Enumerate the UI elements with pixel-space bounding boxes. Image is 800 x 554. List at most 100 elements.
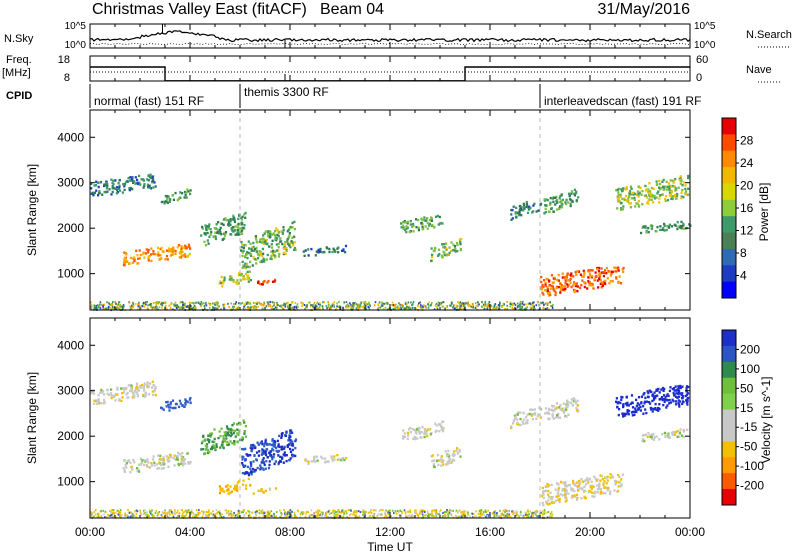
power-region-3 <box>200 211 247 247</box>
xtick-label-1: 04:00 <box>175 525 205 539</box>
noise-trace <box>89 24 691 48</box>
ytick-label-3000: 3000 <box>57 176 84 190</box>
cbar-cell-10 <box>722 281 736 299</box>
power-region-9 <box>430 237 463 263</box>
power-y-axis: 1000 2000 3000 4000 <box>57 130 690 281</box>
cbar-cell-5 <box>722 199 736 217</box>
noise-right-tick-top: 10^5 <box>694 21 716 32</box>
cbar-tick-3: 16 <box>740 201 754 215</box>
cbar-cell-0 <box>722 118 736 135</box>
power-region-13 <box>615 174 690 211</box>
cbar-cell-6 <box>722 216 736 234</box>
power-region-10 <box>510 200 543 221</box>
freq-left-tick-bottom: 8 <box>64 72 70 84</box>
cbar-cell-9 <box>722 265 736 283</box>
cbar-cell-1 <box>722 134 736 152</box>
cbar-cell-2 <box>722 150 736 168</box>
cbar-tick-6: 4 <box>740 269 747 283</box>
cpid-segment-2: themis 3300 RF <box>244 85 329 99</box>
cbar-tick-6: -100 <box>740 459 764 473</box>
cbar-tick-5: 8 <box>740 246 747 260</box>
cbar-cell-7 <box>722 232 736 250</box>
vel-region-11 <box>544 397 580 421</box>
freq-right-tick-top: 60 <box>696 54 708 66</box>
vel-region-8 <box>402 420 445 441</box>
xtick-label-6: 00:00 <box>675 525 705 539</box>
cbar-tick-7: -200 <box>740 479 764 493</box>
xtick-label-3: 12:00 <box>375 525 405 539</box>
power-region-14 <box>640 220 692 235</box>
cbar-cell-3 <box>722 167 736 184</box>
cbar-tick-4: -15 <box>740 420 758 434</box>
vel-region-10 <box>510 406 543 430</box>
cbar-cell-4 <box>722 183 736 201</box>
cbar-tick-2: 20 <box>740 179 754 193</box>
power-region-2 <box>160 188 192 205</box>
xtick-label-0: 00:00 <box>75 525 105 539</box>
cbar-tick-0: 28 <box>740 134 754 148</box>
velocity-ylabel: Slant Range [km] <box>25 372 39 464</box>
cbar-tick-2: 50 <box>740 381 754 395</box>
cbar-cell-8 <box>722 457 736 474</box>
cbar-cell-5 <box>722 409 736 426</box>
power-ylabel: Slant Range [km] <box>25 164 39 256</box>
cbar-tick-1: 100 <box>740 362 760 376</box>
ytick-label-2000: 2000 <box>57 221 84 235</box>
vel-near-range-band <box>90 508 554 520</box>
noise-sky-line <box>89 30 691 43</box>
cbar-cell-0 <box>722 330 736 347</box>
velocity-panel-data <box>90 380 690 520</box>
xtick-label-5: 20:00 <box>575 525 605 539</box>
time-axis: 00:00 04:00 08:00 12:00 16:00 20:00 00:00 <box>75 24 705 539</box>
freq-left-label-2: [MHz] <box>2 67 31 79</box>
freq-left-tick-top: 18 <box>58 54 70 66</box>
vel-region-7 <box>304 454 348 466</box>
cbar-cell-10 <box>722 489 736 506</box>
plot-title: Christmas Valley East (fitACF) <box>92 1 307 18</box>
date-label: 31/May/2016 <box>597 1 690 18</box>
vel-region-4 <box>218 477 252 495</box>
noise-right-tick-bottom: 10^0 <box>694 40 716 51</box>
velocity-colorbar: 200 100 50 15 -15 -50 -100 -200 <box>721 329 764 506</box>
noise-right-label: N.Search <box>746 29 792 41</box>
cbar-tick-0: 200 <box>740 342 760 356</box>
cbar-cell-4 <box>722 393 736 411</box>
vel-region-14 <box>641 428 689 443</box>
ytick-label-4000: 4000 <box>57 338 84 352</box>
cbar-cell-9 <box>722 473 736 490</box>
cpid-segment-1: normal (fast) 151 RF <box>94 94 204 108</box>
vel-region-3 <box>200 419 247 456</box>
vel-region-13 <box>615 384 690 418</box>
power-near-range-band <box>90 300 554 312</box>
xtick-label-2: 08:00 <box>275 525 305 539</box>
cbar-cell-1 <box>722 345 736 363</box>
beam-label: Beam 04 <box>320 1 384 18</box>
vel-region-6 <box>252 487 278 495</box>
vel-region-5 <box>241 429 298 477</box>
cbar-cell-2 <box>722 361 736 379</box>
power-region-6 <box>257 278 277 286</box>
cbar-cell-7 <box>722 441 736 458</box>
cbar-tick-4: 12 <box>740 224 754 238</box>
power-region-8 <box>400 214 444 234</box>
noise-left-label: N.Sky <box>4 33 34 45</box>
power-region-5 <box>240 220 297 270</box>
freq-right-tick-bottom: 0 <box>696 72 702 84</box>
cbar-tick-5: -50 <box>740 440 758 454</box>
power-cbar-label: Power [dB] <box>757 183 771 242</box>
cbar-tick-3: 15 <box>740 401 754 415</box>
cbar-cell-3 <box>722 377 736 395</box>
noise-left-tick-bottom: 10^0 <box>65 40 87 51</box>
ytick-label-3000: 3000 <box>57 384 84 398</box>
noise-left-tick-top: 10^5 <box>65 21 87 32</box>
xtick-label-4: 16:00 <box>475 525 505 539</box>
cpid-label: CPID <box>6 90 32 102</box>
power-region-12 <box>540 266 625 297</box>
vel-region-0 <box>90 380 157 405</box>
power-region-4 <box>218 270 252 288</box>
ytick-label-4000: 4000 <box>57 130 84 144</box>
freq-right-label: Nave <box>746 64 772 76</box>
ytick-label-2000: 2000 <box>57 429 84 443</box>
power-region-1 <box>122 243 192 267</box>
